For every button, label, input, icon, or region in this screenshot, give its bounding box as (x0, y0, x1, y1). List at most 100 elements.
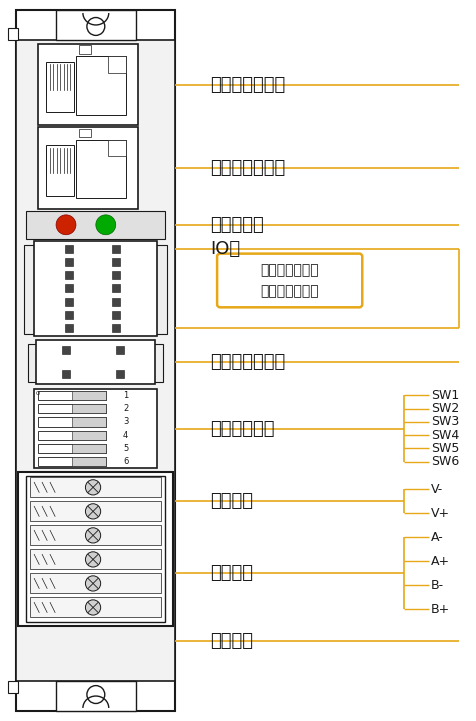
Text: SW2: SW2 (431, 402, 459, 415)
Bar (116, 346, 124, 354)
Text: A+: A+ (431, 555, 450, 568)
Text: 通讯接口（出）: 通讯接口（出） (210, 76, 286, 94)
Text: SW1: SW1 (431, 389, 459, 402)
Bar (72, 430, 106, 440)
Bar (79, 129, 91, 137)
Bar (26, 477, 166, 622)
Bar (30, 477, 161, 497)
Bar (79, 45, 91, 53)
Circle shape (85, 504, 100, 519)
Bar (30, 549, 161, 570)
Bar (38, 391, 106, 400)
Bar (18, 472, 173, 627)
Bar (72, 404, 106, 413)
Bar (30, 501, 161, 521)
Text: SW3: SW3 (431, 415, 459, 428)
Text: 电源连接: 电源连接 (210, 492, 253, 510)
Bar (65, 271, 73, 279)
Bar (72, 417, 106, 427)
Text: 2: 2 (123, 404, 128, 413)
Bar (72, 457, 106, 466)
Bar (46, 146, 74, 196)
Circle shape (87, 686, 105, 704)
Bar (65, 285, 73, 293)
Bar (38, 404, 106, 413)
Bar (116, 370, 124, 378)
Text: V+: V+ (431, 507, 450, 520)
Bar (38, 128, 138, 209)
Bar (30, 598, 161, 617)
Bar (111, 244, 119, 252)
Circle shape (85, 552, 100, 567)
Bar (56, 10, 136, 40)
Bar (76, 56, 126, 115)
Bar (72, 444, 106, 453)
Bar (111, 285, 119, 293)
Text: A-: A- (431, 531, 444, 544)
Text: SW5: SW5 (431, 442, 459, 455)
Bar (38, 444, 106, 453)
Bar (65, 258, 73, 266)
Bar (26, 211, 166, 239)
Bar (65, 298, 73, 306)
Bar (65, 311, 73, 319)
Text: 接地螺钉: 接地螺钉 (210, 632, 253, 650)
Bar (111, 324, 119, 332)
Bar (38, 417, 106, 427)
Text: 拨码开关设定: 拨码开关设定 (210, 420, 275, 438)
Bar (65, 324, 73, 332)
Text: SW6: SW6 (431, 455, 459, 468)
Bar (111, 311, 119, 319)
Text: 3: 3 (123, 417, 129, 427)
Bar (28, 344, 163, 382)
Bar (16, 40, 175, 681)
Text: SW4: SW4 (431, 429, 459, 442)
Bar (46, 62, 74, 112)
Circle shape (85, 528, 100, 543)
Text: B+: B+ (431, 603, 450, 616)
Bar (38, 457, 106, 466)
Circle shape (87, 17, 105, 35)
Bar (36, 340, 156, 384)
Bar (16, 10, 175, 711)
Text: B-: B- (431, 579, 444, 592)
Bar (30, 526, 161, 545)
Bar (9, 681, 18, 693)
Bar (24, 244, 168, 334)
Bar (108, 56, 126, 73)
Bar (9, 28, 18, 40)
Bar (62, 370, 70, 378)
Text: 刹车控制输出口: 刹车控制输出口 (210, 353, 286, 371)
Text: 闭环时为编码器
接口，开环为空: 闭环时为编码器 接口，开环为空 (260, 263, 319, 298)
Bar (108, 140, 126, 156)
Circle shape (85, 479, 100, 495)
Text: 6: 6 (123, 457, 129, 466)
Circle shape (85, 600, 100, 615)
Bar (111, 271, 119, 279)
Bar (38, 430, 106, 440)
Bar (56, 681, 136, 711)
Bar (76, 140, 126, 198)
Bar (62, 346, 70, 354)
Text: 电机连接: 电机连接 (210, 565, 253, 583)
Text: 状态指示灯: 状态指示灯 (210, 216, 264, 234)
Bar (34, 389, 158, 469)
Text: 通讯接口（入）: 通讯接口（入） (210, 159, 286, 177)
Text: V-: V- (431, 483, 443, 496)
Bar (65, 244, 73, 252)
Bar (30, 573, 161, 593)
Bar (111, 298, 119, 306)
Text: O: O (36, 391, 40, 396)
Bar (111, 258, 119, 266)
Text: 4: 4 (123, 430, 128, 440)
FancyBboxPatch shape (217, 254, 362, 307)
Text: IO口: IO口 (210, 239, 240, 257)
Circle shape (85, 576, 100, 591)
Circle shape (56, 215, 76, 235)
Bar (34, 241, 158, 336)
Bar (38, 44, 138, 125)
Circle shape (96, 215, 116, 235)
Text: 1: 1 (123, 391, 128, 400)
Bar (72, 391, 106, 400)
Text: 5: 5 (123, 444, 128, 453)
